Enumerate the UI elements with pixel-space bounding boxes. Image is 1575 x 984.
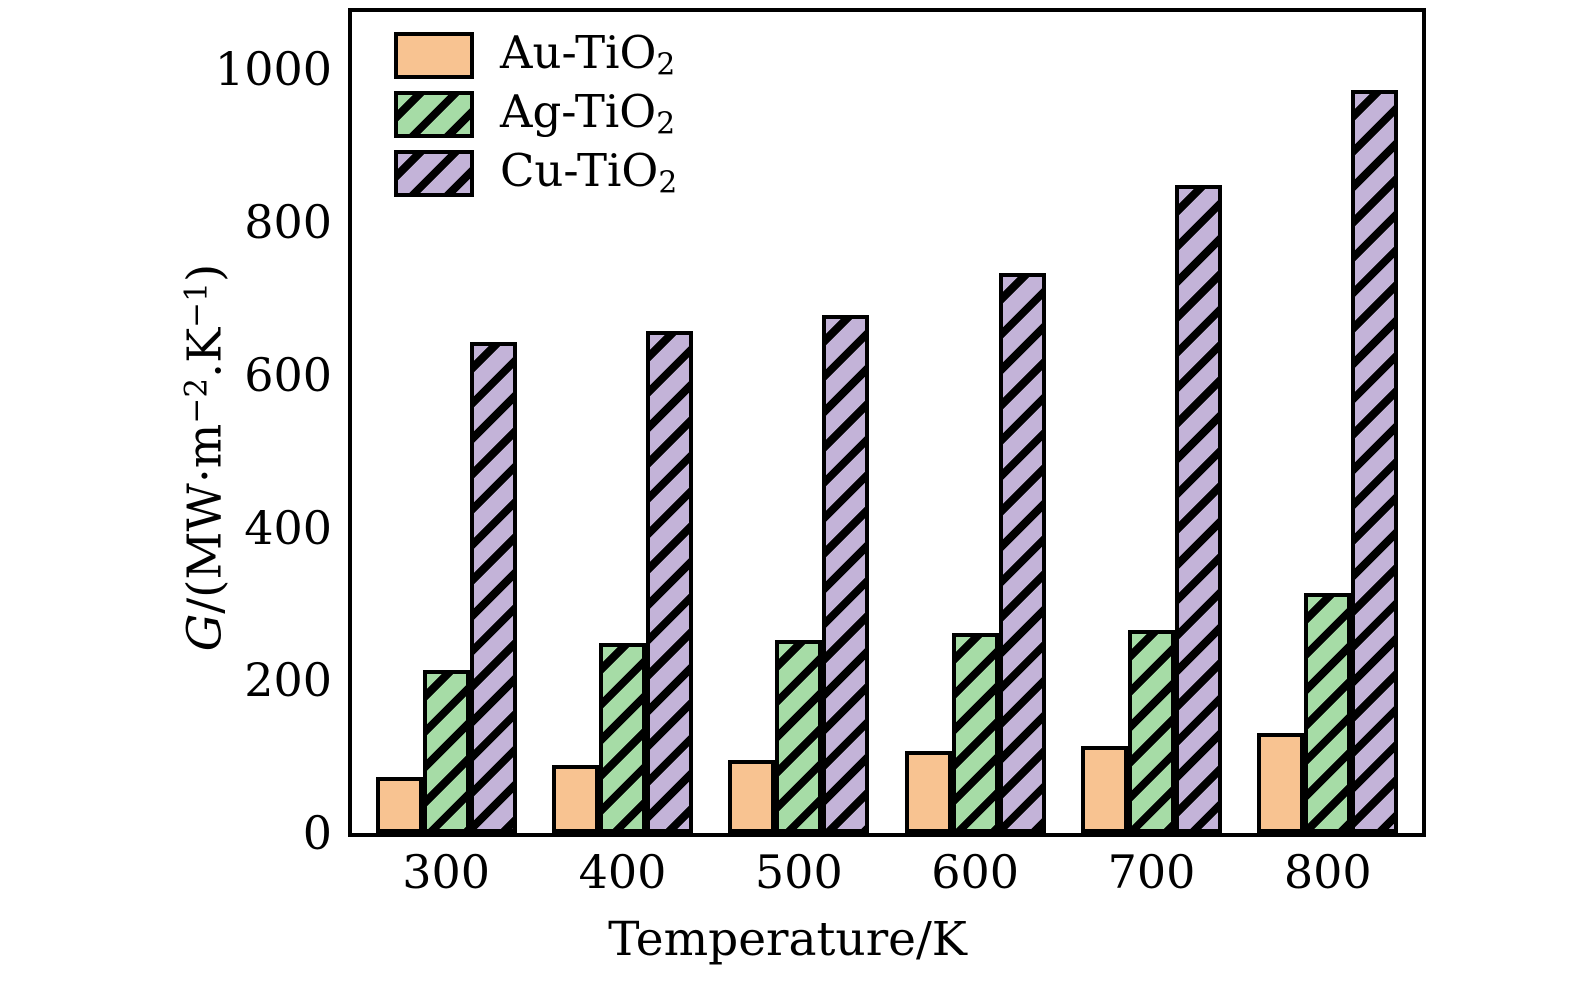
y-axis-symbol: G — [177, 613, 233, 652]
bar-group — [375, 341, 517, 833]
y-axis-unit-mid: .K — [177, 327, 233, 378]
bar-group — [904, 273, 1046, 833]
bar-ag-tio2-400 — [598, 642, 646, 833]
bar-group — [1080, 185, 1222, 833]
x-tick-label: 600 — [931, 845, 1020, 899]
x-tick-label: 800 — [1283, 845, 1372, 899]
bar-au-tio2-500 — [728, 759, 776, 833]
chart-legend: Au-TiO2 Ag-TiO2 Cu-TiO2 — [394, 30, 677, 199]
x-tick-label: 500 — [754, 845, 843, 899]
legend-label-au: Au-TiO2 — [500, 26, 676, 83]
legend-label-ag: Ag-TiO2 — [500, 85, 676, 142]
legend-swatch-au-icon — [394, 31, 474, 79]
bar-cu-tio2-700 — [1174, 185, 1222, 833]
bar-au-tio2-300 — [375, 776, 423, 833]
y-tick-label: 600 — [244, 347, 332, 402]
bar-group — [1257, 89, 1399, 833]
y-axis-exp-2: −1 — [178, 282, 215, 328]
y-tick-label: 800 — [244, 195, 332, 250]
bar-ag-tio2-700 — [1127, 629, 1175, 833]
bar-group — [551, 331, 693, 833]
y-tick-label: 400 — [244, 500, 332, 555]
bar-cu-tio2-400 — [645, 331, 693, 833]
bar-group — [728, 315, 870, 833]
x-axis-title: Temperature/K — [608, 912, 967, 967]
bar-au-tio2-600 — [904, 750, 952, 833]
y-axis-exp-1: −2 — [178, 377, 215, 424]
legend-item-au: Au-TiO2 — [394, 30, 677, 80]
legend-label-cu: Cu-TiO2 — [500, 144, 678, 201]
y-tick-label: 0 — [302, 806, 332, 860]
y-axis-unit-open: /(MW·m — [177, 423, 233, 614]
plot-area: Au-TiO2 Ag-TiO2 Cu-TiO2 — [348, 8, 1426, 837]
bar-cu-tio2-300 — [469, 341, 517, 833]
x-tick-label: 400 — [578, 845, 667, 899]
legend-swatch-ag-icon — [394, 90, 474, 138]
bar-cu-tio2-800 — [1351, 89, 1399, 833]
y-tick-label: 200 — [244, 653, 332, 708]
bar-cu-tio2-500 — [822, 315, 870, 833]
y-axis-title-wrapper: G/(MW·m−2.K−1) — [175, 0, 235, 984]
legend-item-ag: Ag-TiO2 — [394, 89, 677, 139]
bar-cu-tio2-600 — [998, 273, 1046, 833]
x-tick-label: 300 — [402, 845, 491, 899]
x-tick-label: 700 — [1107, 845, 1196, 899]
bar-au-tio2-700 — [1080, 745, 1128, 833]
y-axis-unit-close: ) — [177, 263, 233, 283]
y-axis-title: G/(MW·m−2.K−1) — [178, 248, 233, 668]
bar-ag-tio2-600 — [951, 632, 999, 833]
bar-au-tio2-400 — [551, 765, 599, 833]
legend-item-cu: Cu-TiO2 — [394, 148, 677, 198]
bar-groups — [352, 12, 1422, 833]
bar-ag-tio2-500 — [775, 639, 823, 833]
legend-swatch-cu-icon — [394, 150, 474, 198]
bar-ag-tio2-300 — [422, 670, 470, 833]
bar-ag-tio2-800 — [1304, 593, 1352, 833]
y-tick-label: 1000 — [214, 42, 332, 97]
bar-au-tio2-800 — [1257, 732, 1305, 833]
